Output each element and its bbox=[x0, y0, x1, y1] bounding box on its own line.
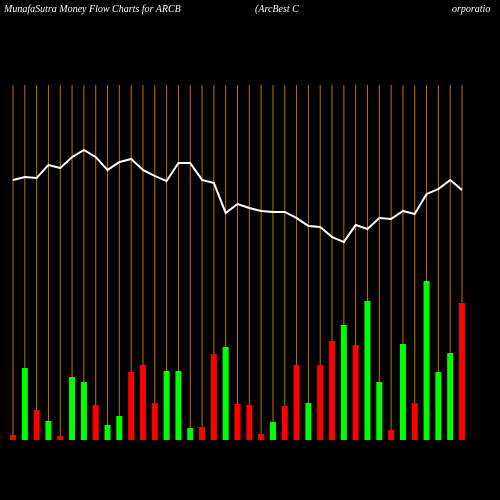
bar bbox=[388, 430, 395, 440]
bar bbox=[234, 404, 241, 440]
bar bbox=[222, 347, 229, 440]
bar bbox=[210, 354, 217, 440]
bar bbox=[69, 377, 76, 440]
bar bbox=[104, 425, 111, 440]
bar bbox=[151, 403, 158, 440]
bar bbox=[33, 410, 40, 440]
bar bbox=[317, 365, 324, 440]
bar bbox=[175, 371, 182, 440]
bar bbox=[163, 371, 170, 440]
bar bbox=[329, 341, 336, 440]
bar bbox=[45, 421, 52, 440]
bar bbox=[199, 427, 206, 440]
bar bbox=[116, 416, 123, 440]
bar bbox=[57, 436, 64, 440]
bar bbox=[10, 435, 16, 440]
chart-subtitle: orporatio bbox=[452, 4, 490, 15]
bar bbox=[246, 405, 253, 440]
bar bbox=[139, 365, 146, 440]
bar bbox=[435, 372, 442, 440]
chart-subtitle: (ArcBest C bbox=[255, 4, 299, 15]
bar bbox=[376, 382, 383, 440]
chart-title: MunafaSutra Money Flow Charts for ARCB bbox=[3, 4, 181, 15]
bar bbox=[281, 406, 288, 440]
bar bbox=[399, 344, 406, 440]
bar bbox=[128, 372, 135, 440]
bar bbox=[364, 301, 371, 440]
bar bbox=[258, 434, 265, 440]
bar bbox=[352, 345, 359, 440]
bar bbox=[459, 303, 465, 440]
bar bbox=[305, 403, 312, 440]
bar bbox=[21, 368, 28, 440]
bar bbox=[187, 428, 194, 440]
bar bbox=[293, 365, 300, 440]
bar bbox=[411, 403, 418, 440]
bar bbox=[340, 325, 347, 440]
price-line bbox=[12, 148, 463, 244]
bar bbox=[423, 281, 430, 440]
bar bbox=[80, 382, 87, 440]
bar bbox=[447, 353, 454, 440]
bar bbox=[92, 405, 99, 440]
bar bbox=[269, 422, 276, 440]
